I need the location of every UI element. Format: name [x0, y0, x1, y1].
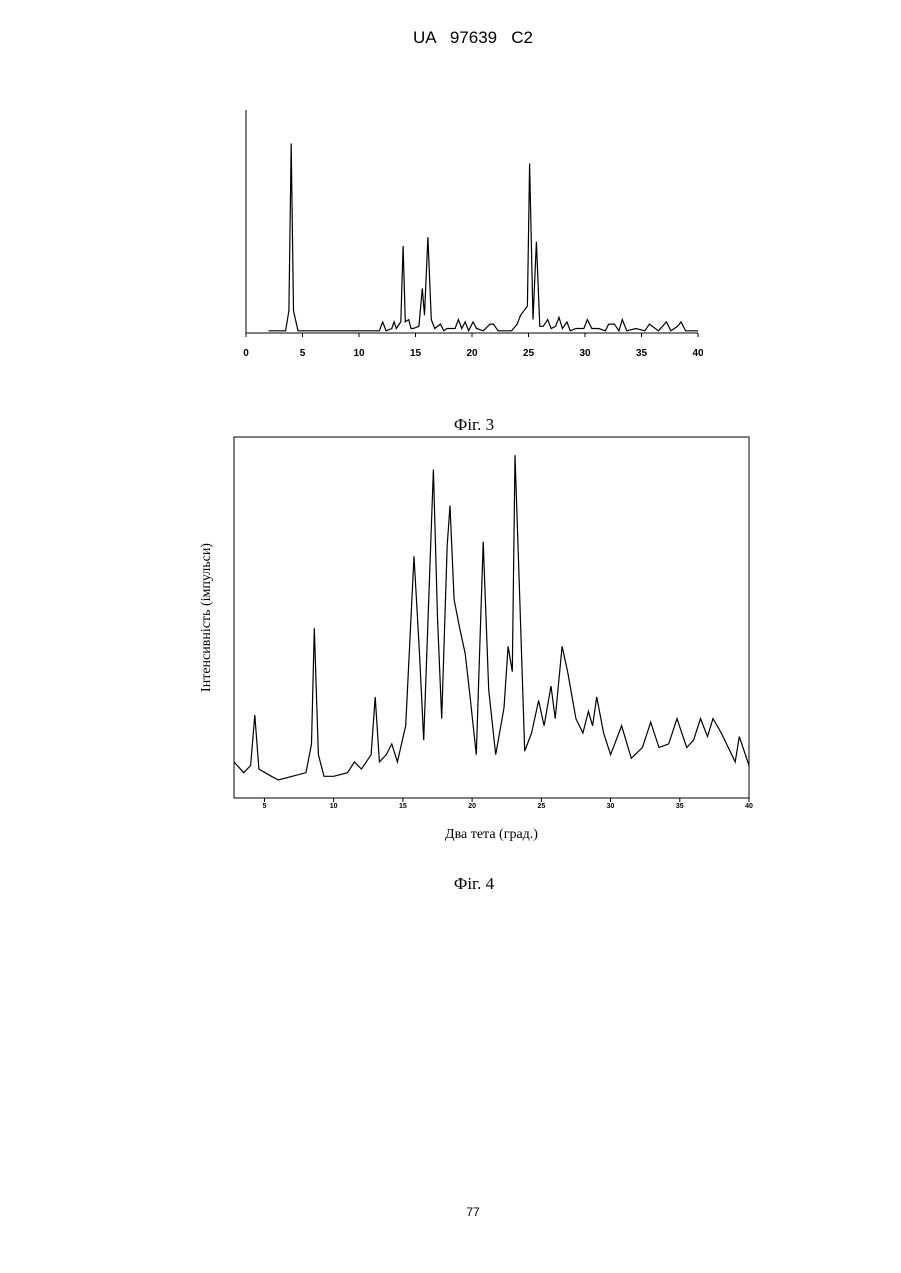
y-axis-label: Інтенсивність (імпульси): [199, 543, 214, 692]
background: [0, 0, 901, 1273]
figure-caption: Фіг. 3: [454, 415, 494, 434]
x-tick-label: 0: [243, 348, 249, 359]
header: UA 97639 C2: [413, 28, 533, 47]
page: UA 97639 C2 77 0 5 10 15 20 25 30 35 40 Фіг. 3 5 10…: [0, 0, 901, 1273]
x-tick-label: 40: [745, 803, 753, 810]
x-tick-label: 40: [692, 348, 704, 359]
x-tick-label: 10: [353, 348, 365, 359]
x-tick-label: 5: [263, 803, 267, 810]
page-number: 77: [466, 1205, 480, 1219]
x-tick-label: 25: [523, 348, 535, 359]
x-tick-label: 10: [330, 803, 338, 810]
x-tick-label: 5: [300, 348, 306, 359]
x-tick-label: 35: [636, 348, 648, 359]
x-tick-label: 20: [466, 348, 478, 359]
x-tick-label: 30: [579, 348, 591, 359]
x-axis-label: Два тета (град.): [445, 827, 538, 842]
x-tick-label: 30: [607, 803, 615, 810]
x-tick-label: 15: [410, 348, 422, 359]
x-tick-label: 35: [676, 803, 684, 810]
x-tick-label: 15: [399, 803, 407, 810]
figure-caption: Фіг. 4: [454, 874, 495, 893]
x-tick-label: 20: [468, 803, 476, 810]
x-tick-label: 25: [537, 803, 545, 810]
